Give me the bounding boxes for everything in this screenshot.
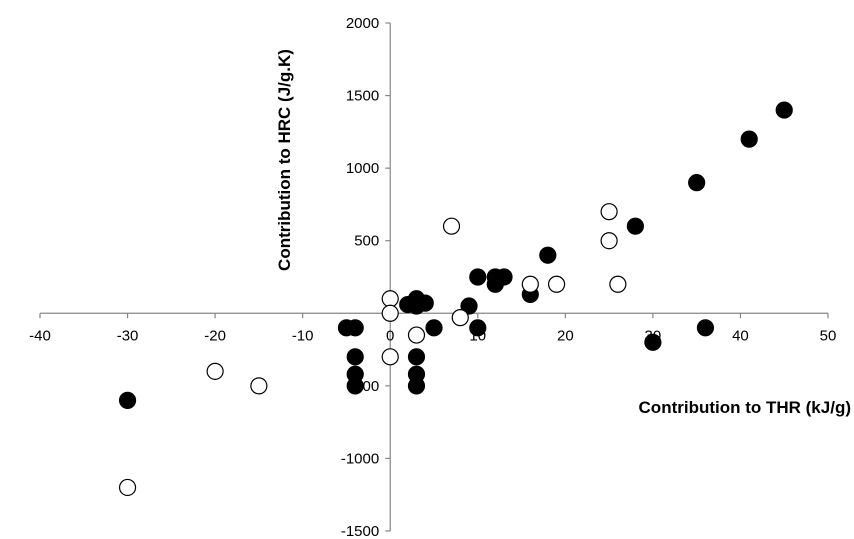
y-tick-label: 500: [354, 233, 379, 250]
open-data-point: [381, 290, 399, 308]
filled-data-point: [495, 268, 513, 286]
open-data-point: [600, 232, 618, 250]
data-points: [118, 101, 793, 497]
filled-data-point: [416, 294, 434, 312]
y-tick-label: -1000: [341, 450, 379, 467]
filled-data-point: [346, 319, 364, 337]
open-data-point: [609, 275, 627, 293]
open-data-point: [600, 203, 618, 221]
y-tick-label: 1000: [346, 160, 379, 177]
filled-data-point: [696, 319, 715, 337]
x-tick-label: 20: [557, 327, 574, 344]
filled-data-point: [425, 319, 443, 337]
filled-data-point: [626, 217, 644, 235]
filled-data-point: [688, 174, 706, 192]
x-tick-label: -40: [29, 327, 51, 344]
filled-data-point: [469, 319, 487, 337]
open-data-point: [451, 309, 469, 327]
filled-data-point: [740, 130, 758, 148]
open-data-point: [381, 304, 399, 322]
open-data-point: [407, 326, 426, 344]
open-data-point: [547, 275, 566, 293]
x-tick-label: 40: [732, 327, 749, 344]
filled-data-point: [346, 348, 364, 366]
x-axis-title: Contribution to THR (kJ/g): [639, 398, 851, 417]
filled-data-point: [118, 391, 137, 409]
filled-data-point: [644, 333, 662, 351]
open-data-point: [206, 362, 224, 380]
filled-data-point: [407, 348, 426, 366]
filled-data-point: [469, 268, 487, 286]
y-tick-label: 2000: [346, 15, 379, 32]
filled-data-point: [346, 377, 364, 395]
x-tick-label: 50: [820, 327, 837, 344]
open-data-point: [442, 217, 461, 235]
x-tick-label: -10: [292, 327, 314, 344]
y-tick-label: -1500: [341, 523, 379, 539]
filled-data-point: [407, 377, 426, 395]
x-tick-label: 0: [386, 327, 394, 344]
ticks: -40-30-20-1001020304050-1500-1000-500500…: [29, 15, 836, 539]
x-tick-label: -20: [204, 327, 226, 344]
y-tick-label: 1500: [346, 88, 379, 105]
open-data-point: [118, 478, 137, 497]
filled-data-point: [460, 297, 478, 315]
y-axis-title: Contribution to HRC (J/g.K): [275, 49, 294, 271]
filled-data-point: [539, 246, 557, 264]
filled-data-point: [775, 101, 793, 119]
open-data-point: [250, 377, 268, 395]
x-tick-label: -30: [117, 327, 139, 344]
open-data-point: [381, 348, 399, 366]
open-data-point: [521, 275, 539, 293]
axes: [40, 23, 828, 531]
